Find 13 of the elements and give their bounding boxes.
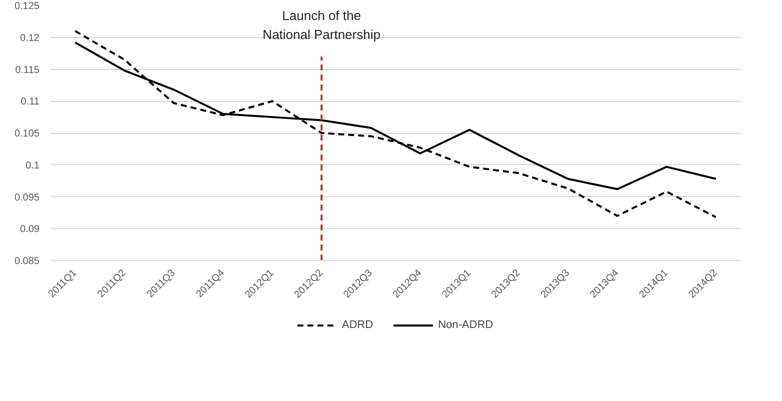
y-tick-label: 0.105 (14, 128, 40, 140)
line-series (74, 30, 717, 218)
legend-label: Non-ADRD (438, 319, 494, 331)
ref-line-label: Launch of the National Partnership (262, 8, 380, 42)
y-tick-label: 0.12 (20, 32, 40, 44)
y-tick-label: 0.125 (14, 1, 40, 12)
y-tick-label: 0.11 (20, 96, 40, 108)
y-tick-label: 0.115 (15, 64, 40, 76)
y-tick-label: 0.1 (26, 160, 40, 172)
y-tick-label: 0.095 (14, 192, 40, 204)
y-tick-label: 0.09 (20, 224, 40, 236)
legend-label: ADRD (342, 319, 374, 331)
y-tick-label: 0.085 (14, 256, 40, 267)
